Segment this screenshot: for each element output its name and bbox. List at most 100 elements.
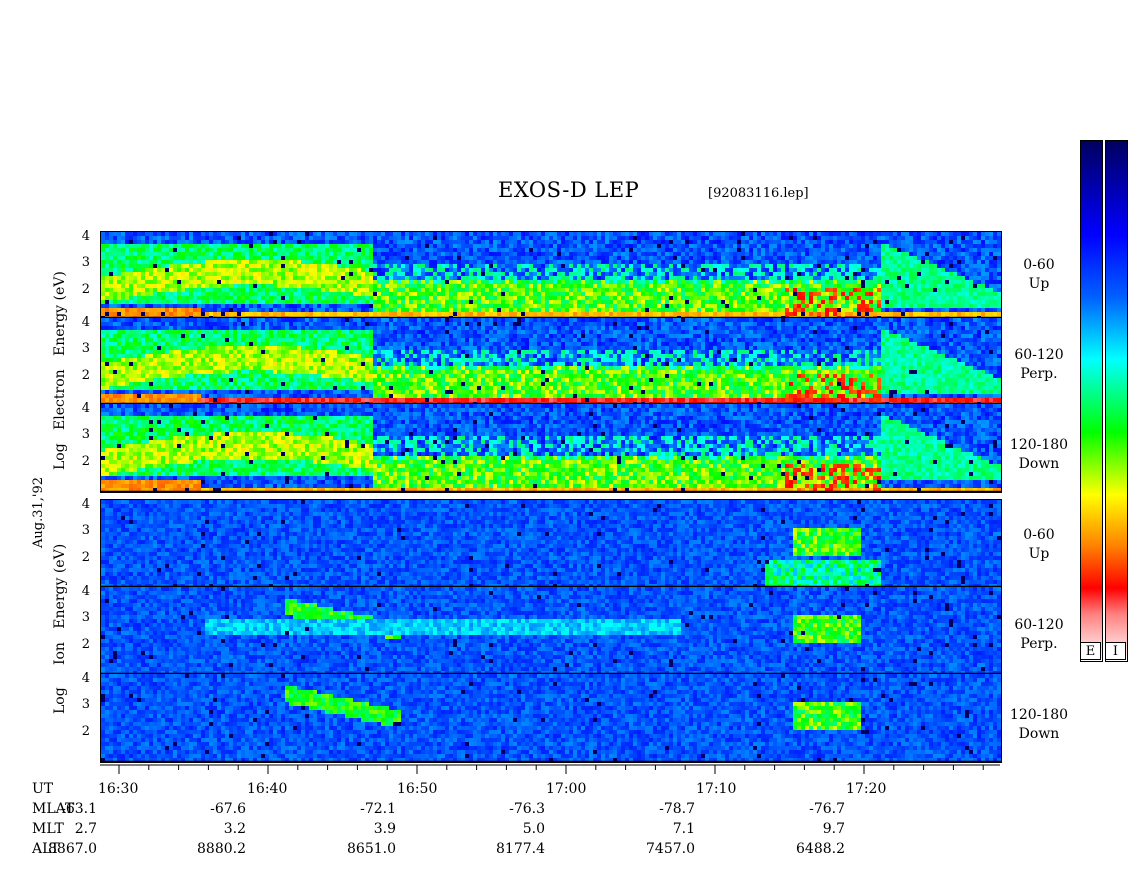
spectrogram-cell xyxy=(581,256,585,260)
spectrogram-cell xyxy=(253,304,257,308)
spectrogram-cell xyxy=(897,296,901,300)
spectrogram-cell xyxy=(281,244,285,248)
spectrogram-cell xyxy=(621,288,625,292)
spectrogram-cell xyxy=(665,240,669,244)
spectrogram-cell xyxy=(793,236,797,240)
spectrogram-cell xyxy=(753,256,757,260)
spectrogram-cell xyxy=(465,236,469,240)
spectrogram-cell xyxy=(485,252,489,256)
spectrogram-cell xyxy=(757,272,761,276)
spectrogram-cell xyxy=(617,308,621,312)
spectrogram-cell xyxy=(429,252,433,256)
spectrogram-cell xyxy=(557,288,561,292)
spectrogram-cell xyxy=(753,304,757,308)
spectrogram-cell xyxy=(329,284,333,288)
spectrogram-cell xyxy=(357,256,361,260)
spectrogram-cell xyxy=(809,252,813,256)
spectrogram-cell xyxy=(561,288,565,292)
spectrogram-cell xyxy=(637,296,641,300)
spectrogram-cell xyxy=(197,256,201,260)
spectrogram-cell xyxy=(793,300,797,304)
spectrogram-cell xyxy=(253,272,257,276)
spectrogram-cell xyxy=(569,276,573,280)
spectrogram-cell xyxy=(837,260,841,264)
spectrogram-cell xyxy=(961,264,965,268)
spectrogram-cell xyxy=(193,284,197,288)
spectrogram-cell xyxy=(385,304,389,308)
spectrogram-cell xyxy=(361,308,365,312)
spectrogram-cell xyxy=(697,264,701,268)
spectrogram-cell xyxy=(313,240,317,244)
spectrogram-cell xyxy=(677,252,681,256)
spectrogram-cell xyxy=(989,292,993,296)
spectrogram-cell xyxy=(657,288,661,292)
spectrogram-cell xyxy=(929,288,933,292)
spectrogram-cell xyxy=(177,296,181,300)
spectrogram-cell xyxy=(197,272,201,276)
spectrogram-cell xyxy=(593,304,597,308)
spectrogram-cell xyxy=(973,276,977,280)
spectrogram-cell xyxy=(533,292,537,296)
spectrogram-cell xyxy=(469,288,473,292)
spectrogram-cell xyxy=(273,248,277,252)
spectrogram-cell xyxy=(361,244,365,248)
spectrogram-cell xyxy=(997,292,1001,296)
spectrogram-cell xyxy=(781,236,785,240)
spectrogram-cell xyxy=(201,300,205,304)
spectrogram-cell xyxy=(117,244,121,248)
spectrogram-cell xyxy=(981,248,985,252)
spectrogram-cell xyxy=(125,244,129,248)
spectrogram-cell xyxy=(701,256,705,260)
spectrogram-cell xyxy=(105,284,109,288)
spectrogram-cell xyxy=(269,260,273,264)
spectrogram-cell xyxy=(829,256,833,260)
spectrogram-cell xyxy=(357,292,361,296)
spectrogram-cell xyxy=(369,304,373,308)
spectrogram-cell xyxy=(233,264,237,268)
spectrogram-cell xyxy=(249,284,253,288)
spectrogram-cell xyxy=(153,304,157,308)
spectrogram-cell xyxy=(149,264,153,268)
spectrogram-cell xyxy=(257,284,261,288)
spectrogram-cell xyxy=(377,292,381,296)
spectrogram-cell xyxy=(709,264,713,268)
spectrogram-cell xyxy=(109,232,113,236)
spectrogram-cell xyxy=(737,300,741,304)
spectrogram-cell xyxy=(853,276,857,280)
spectrogram-cell xyxy=(717,300,721,304)
spectrogram-cell xyxy=(665,288,669,292)
spectrogram-cell xyxy=(821,244,825,248)
spectrogram-cell xyxy=(461,248,465,252)
spectrogram-cell xyxy=(165,236,169,240)
spectrogram-cell xyxy=(953,260,957,264)
spectrogram-cell xyxy=(573,272,577,276)
spectrogram-cell xyxy=(385,260,389,264)
spectrogram-cell xyxy=(133,256,137,260)
spectrogram-cell xyxy=(673,256,677,260)
spectrogram-cell xyxy=(865,244,869,248)
spectrogram-cell xyxy=(101,248,105,252)
spectrogram-cell xyxy=(873,296,877,300)
spectrogram-cell xyxy=(529,304,533,308)
spectrogram-cell xyxy=(753,232,757,236)
spectrogram-cell xyxy=(281,268,285,272)
spectrogram-cell xyxy=(969,276,973,280)
spectrogram-cell xyxy=(105,318,109,322)
spectrogram-cell xyxy=(417,284,421,288)
spectrogram-cell xyxy=(281,292,285,296)
spectrogram-cell xyxy=(601,240,605,244)
spectrogram-cell xyxy=(837,256,841,260)
spectrogram-cell xyxy=(793,268,797,272)
spectrogram-cell xyxy=(433,284,437,288)
spectrogram-cell xyxy=(977,300,981,304)
spectrogram-cell xyxy=(177,280,181,284)
spectrogram-cell xyxy=(377,288,381,292)
spectrogram-cell xyxy=(289,304,293,308)
spectrogram-cell xyxy=(869,276,873,280)
spectrogram-cell xyxy=(497,264,501,268)
spectrogram-cell xyxy=(477,312,481,316)
spectrogram-cell xyxy=(221,264,225,268)
spectrogram-cell xyxy=(757,248,761,252)
spectrogram-cell xyxy=(897,260,901,264)
spectrogram-cell xyxy=(613,260,617,264)
